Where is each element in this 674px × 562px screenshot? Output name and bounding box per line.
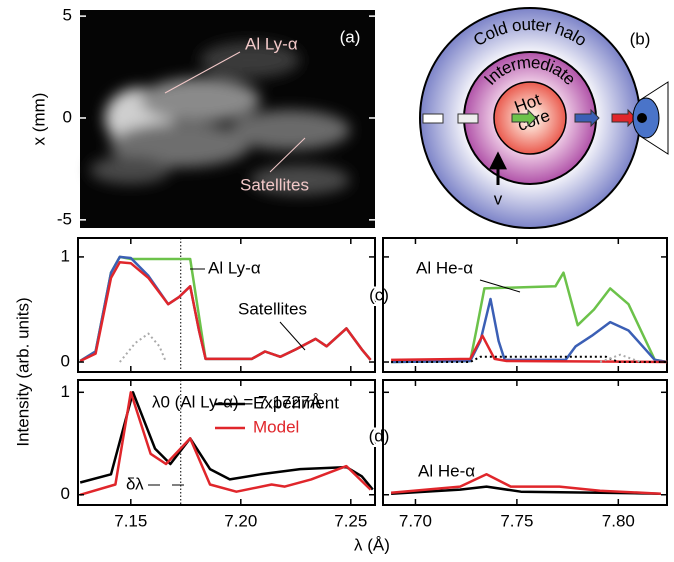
x-tick-label: 7.25	[334, 511, 367, 530]
figure: Cold outer halo Intermediate Hot core v …	[0, 0, 674, 562]
velocity-label: v	[494, 189, 503, 208]
arrow-hatched	[458, 114, 478, 123]
annotation: Al Ly-α	[208, 258, 261, 277]
annotation: Satellites	[240, 175, 309, 194]
panel-label: (a)	[340, 27, 361, 46]
eye-pupil	[637, 113, 647, 123]
y-tick-label: 0	[61, 484, 70, 503]
x-tick-label: 7.70	[399, 511, 432, 530]
y-axis-label: x (mm)	[29, 93, 48, 146]
x-tick-label: 7.80	[602, 511, 635, 530]
series-line	[391, 273, 667, 362]
arrow-hatched	[423, 114, 443, 123]
panel-label: (d)	[369, 426, 390, 445]
series-line	[391, 299, 667, 362]
image-panel	[80, 10, 375, 228]
x-axis-label: λ (Å)	[354, 535, 390, 554]
legend-label: Model	[253, 417, 299, 436]
y-tick-label: 0	[61, 352, 70, 371]
panel-label: (c)	[369, 285, 389, 304]
leader-line	[480, 280, 520, 292]
annotation: δλ	[126, 474, 144, 493]
annotation: Al Ly-α	[245, 34, 298, 53]
y-tick-label: 0	[63, 107, 72, 126]
x-tick-label: 7.20	[224, 511, 257, 530]
y-tick-label: 5	[63, 6, 72, 25]
y-tick-label: 1	[61, 246, 70, 265]
x-tick-label: 7.15	[114, 511, 147, 530]
x-tick-label: 7.75	[500, 511, 533, 530]
annotation: Al He-α	[418, 461, 475, 480]
series-line	[120, 334, 166, 362]
annotation: Al He-α	[416, 258, 473, 277]
y-axis-label: Intensity (arb. units)	[13, 297, 32, 446]
diagram: Cold outer halo Intermediate Hot core v …	[420, 8, 668, 228]
legend-label: Experiment	[253, 393, 339, 412]
leader-line	[280, 322, 305, 350]
annotation: Satellites	[238, 299, 307, 318]
panel-label: (b)	[630, 29, 651, 48]
y-tick-label: -5	[57, 209, 72, 228]
series-line	[391, 336, 667, 362]
y-tick-label: 1	[61, 382, 70, 401]
